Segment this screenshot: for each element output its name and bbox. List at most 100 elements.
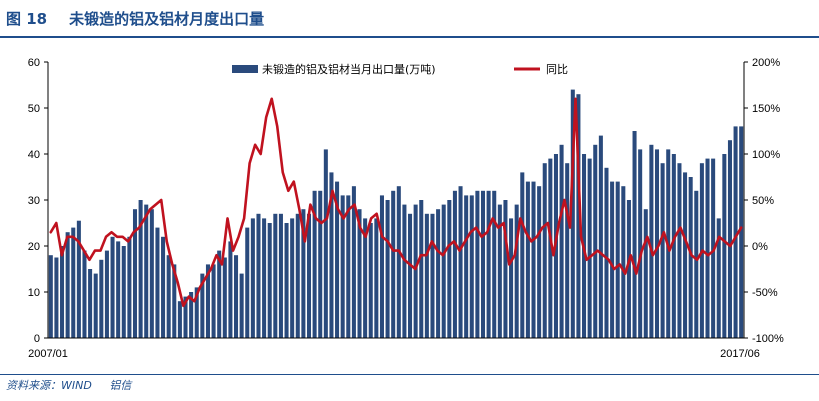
right-tick-label: 150% [752,103,780,115]
right-tick-label: 100% [752,149,780,161]
bar [447,200,452,338]
bar [604,167,609,338]
bar [520,172,525,338]
chart-axes: 0 10 20 30 40 50 60 -100% -50% 0% 50% 100% 150% 200% 2… [28,57,784,360]
left-tick-label: 10 [28,287,40,299]
right-tick-label: -50% [752,287,778,299]
bar [155,227,160,338]
bar [402,204,407,338]
bar [301,209,306,338]
bar [436,209,441,338]
bar [565,163,570,338]
chart-legend: 未锻造的铝及铝材当月出口量(万吨) 同比 [232,62,568,76]
bar [598,135,603,338]
bar [649,144,654,338]
bar [273,213,278,338]
bar [559,144,564,338]
bar [340,195,345,338]
figure-title-text: 未锻造的铝及铝材月度出口量 [69,9,265,28]
bar [531,181,536,338]
bar [638,149,643,338]
bar [525,181,530,338]
bar [683,172,688,338]
left-tick-label: 20 [28,241,40,253]
bar [76,220,81,338]
bar [711,158,716,338]
bar [99,259,104,338]
bar [391,190,396,338]
bar [245,227,250,338]
source-org: 铝信 [109,379,132,392]
bar [408,213,413,338]
bar [262,218,267,338]
bar [733,126,738,339]
bar [127,236,132,338]
export-volume-chart: 0 10 20 30 40 50 60 -100% -50% 0% 50% 100% 150% 200% 2… [28,57,784,360]
right-tick-label: 0% [752,241,768,253]
bar [351,186,356,338]
bar [727,140,732,338]
bar [643,209,648,338]
bar [368,223,373,338]
bar [480,190,486,338]
title-divider [0,36,819,38]
bar [716,218,721,338]
bar [514,204,519,338]
bar [228,241,233,338]
left-tick-label: 0 [34,333,40,345]
bar [194,287,199,338]
bar [189,292,194,338]
bar [295,213,300,338]
bar [284,223,289,338]
bar [424,213,429,338]
legend-swatch-bars [232,65,258,73]
bar [694,190,699,338]
left-tick-label: 60 [28,57,40,69]
bar [48,255,53,338]
right-tick-label: 50% [752,195,774,207]
bar [222,257,227,338]
bar [452,190,457,338]
bar [486,190,491,338]
figure-number: 图 18 [6,9,48,28]
bar [537,186,542,338]
bar [318,190,323,338]
bar [60,246,65,338]
bar [205,264,210,338]
source-label: 资料来源：WIND [6,379,92,392]
yoy-line-series [49,97,743,308]
left-tick-label: 50 [28,103,40,115]
bar [610,181,615,338]
bar [430,213,435,338]
bottom-divider [0,374,819,375]
bar [183,296,188,338]
left-tick-label: 40 [28,149,40,161]
bar [593,144,598,338]
bar [312,190,317,338]
bar [441,204,446,338]
bar [363,218,368,338]
left-tick-label: 30 [28,195,40,207]
bar [671,154,676,338]
bar [323,149,328,338]
bar [497,204,502,338]
bar [688,177,693,338]
bar [458,186,463,338]
bar [121,246,126,338]
bar [419,200,424,338]
bar [542,163,547,338]
bar [587,158,592,338]
bar [149,209,154,338]
bar [172,264,177,338]
bar [548,158,553,338]
bar [88,269,93,338]
bar [615,181,620,338]
bar [621,186,626,338]
bar [509,218,514,338]
bar [503,200,508,338]
bar [357,209,362,338]
bar [132,209,138,338]
bar [660,163,665,338]
bar [217,250,222,338]
bar [654,149,660,338]
